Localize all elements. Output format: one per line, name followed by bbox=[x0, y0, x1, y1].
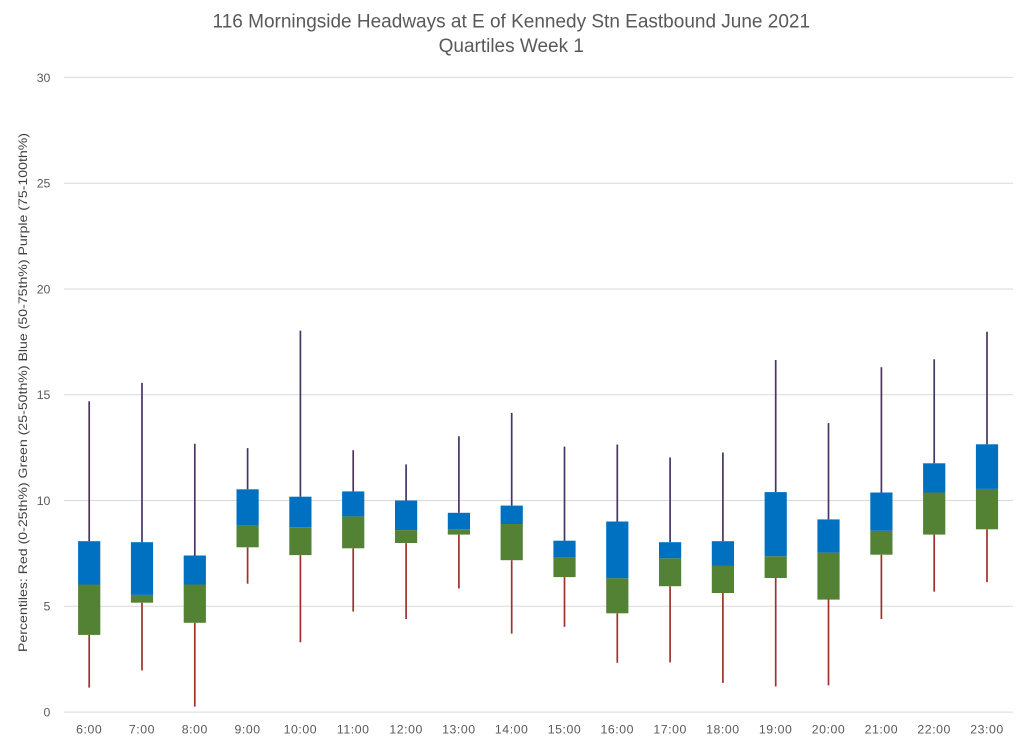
svg-text:20: 20 bbox=[37, 282, 51, 296]
svg-text:20:00: 20:00 bbox=[812, 723, 846, 737]
svg-text:7:00: 7:00 bbox=[129, 723, 155, 737]
svg-text:19:00: 19:00 bbox=[759, 723, 793, 737]
svg-text:9:00: 9:00 bbox=[235, 723, 261, 737]
svg-text:Percentiles: Red (0-25th%) G: Percentiles: Red (0-25th%) Green (25-50t… bbox=[16, 133, 30, 652]
svg-text:21:00: 21:00 bbox=[865, 723, 899, 737]
svg-text:15:00: 15:00 bbox=[548, 723, 582, 737]
svg-text:5: 5 bbox=[44, 600, 51, 614]
svg-text:0: 0 bbox=[44, 706, 51, 720]
svg-text:16:00: 16:00 bbox=[601, 723, 635, 737]
svg-text:18:00: 18:00 bbox=[706, 723, 740, 737]
svg-text:30: 30 bbox=[37, 71, 51, 85]
svg-text:17:00: 17:00 bbox=[653, 723, 687, 737]
svg-text:23:00: 23:00 bbox=[970, 723, 1004, 737]
svg-text:10:00: 10:00 bbox=[284, 723, 318, 737]
svg-text:8:00: 8:00 bbox=[182, 723, 208, 737]
svg-text:6:00: 6:00 bbox=[76, 723, 102, 737]
svg-text:13:00: 13:00 bbox=[442, 723, 476, 737]
svg-text:12:00: 12:00 bbox=[389, 723, 423, 737]
svg-text:15: 15 bbox=[37, 388, 51, 402]
svg-text:22:00: 22:00 bbox=[917, 723, 951, 737]
svg-text:25: 25 bbox=[37, 177, 51, 191]
svg-text:116 Morningside Headways at E: 116 Morningside Headways at E of Kennedy… bbox=[213, 12, 811, 33]
svg-text:11:00: 11:00 bbox=[337, 723, 370, 737]
svg-text:Quartiles Week 1: Quartiles Week 1 bbox=[439, 36, 584, 57]
svg-text:14:00: 14:00 bbox=[495, 723, 529, 737]
svg-text:10: 10 bbox=[37, 494, 51, 508]
